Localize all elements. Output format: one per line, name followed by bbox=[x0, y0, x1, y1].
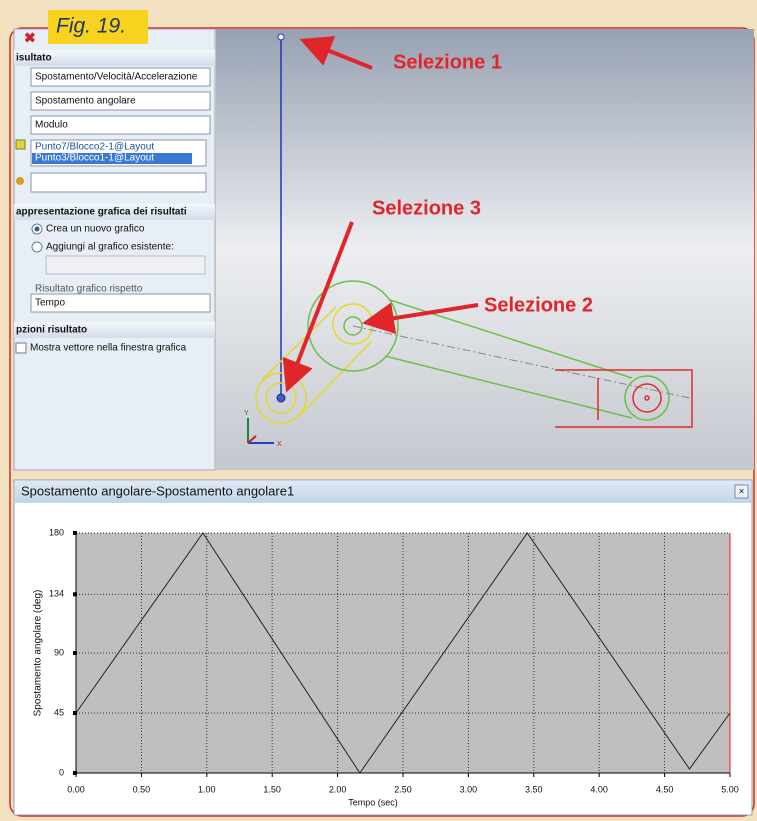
page: ✖ isultato Spostamento/Velocità/Accelera… bbox=[0, 0, 757, 821]
x-tick-label: 4.50 bbox=[656, 784, 674, 794]
annotation: Selezione 2 bbox=[484, 294, 593, 316]
section-title: pzioni risultato bbox=[16, 325, 87, 336]
dropdown-value: Modulo bbox=[35, 120, 68, 131]
x-tick-label: 0.00 bbox=[67, 784, 85, 794]
axis-letter: X bbox=[277, 441, 282, 448]
text-box[interactable] bbox=[31, 173, 206, 192]
y-tick-label: 134 bbox=[49, 589, 64, 599]
annotation: Selezione 3 bbox=[372, 197, 481, 219]
component-icon bbox=[16, 140, 25, 149]
checkbox[interactable] bbox=[16, 343, 26, 353]
dropdown-value: Tempo bbox=[35, 298, 65, 309]
x-tick-label: 3.00 bbox=[460, 784, 478, 794]
viewport bbox=[216, 29, 754, 470]
y-tick-label: 0 bbox=[59, 767, 64, 777]
radio[interactable] bbox=[32, 242, 42, 252]
checkbox-label: Mostra vettore nella finestra grafica bbox=[30, 343, 187, 354]
x-axis-label: Tempo (sec) bbox=[348, 797, 398, 807]
close-icon[interactable]: ✖ bbox=[24, 30, 36, 46]
x-tick-label: 2.50 bbox=[394, 784, 412, 794]
x-tick-label: 1.00 bbox=[198, 784, 216, 794]
radio-label: Aggiungi al grafico esistente: bbox=[46, 242, 174, 253]
list-item[interactable]: Punto3/Blocco1-1@Layout bbox=[35, 153, 154, 164]
section-title: isultato bbox=[16, 53, 52, 64]
field-label: Risultato grafico rispetto bbox=[35, 284, 143, 295]
y-tick-label: 90 bbox=[54, 647, 64, 657]
dropdown-value: Spostamento/Velocità/Accelerazione bbox=[35, 72, 198, 83]
dropdown-disabled bbox=[46, 256, 205, 274]
section-title: appresentazione grafica dei risultati bbox=[16, 207, 187, 218]
figure-label: Fig. 19. bbox=[56, 15, 126, 38]
axis-letter: Y bbox=[244, 410, 249, 417]
x-tick-label: 5.00 bbox=[721, 784, 739, 794]
radio-label: Crea un nuovo grafico bbox=[46, 224, 145, 235]
x-tick-label: 4.00 bbox=[590, 784, 608, 794]
x-tick-label: 0.50 bbox=[133, 784, 151, 794]
window-title: Spostamento angolare-Spostamento angolar… bbox=[21, 483, 294, 498]
annotation: Selezione 1 bbox=[393, 51, 502, 73]
y-axis-label: Spostamento angolare (deg) bbox=[33, 590, 44, 717]
x-tick-label: 1.50 bbox=[263, 784, 281, 794]
close-glyph[interactable]: × bbox=[739, 487, 745, 498]
x-tick-label: 2.00 bbox=[329, 784, 347, 794]
list-item[interactable]: Punto7/Blocco2-1@Layout bbox=[35, 142, 154, 153]
dropdown-value: Spostamento angolare bbox=[35, 96, 136, 107]
y-tick-label: 45 bbox=[54, 707, 64, 717]
y-tick-label: 180 bbox=[49, 527, 64, 537]
ref-icon bbox=[16, 177, 24, 185]
x-tick-label: 3.50 bbox=[525, 784, 543, 794]
radio-dot bbox=[35, 227, 40, 232]
